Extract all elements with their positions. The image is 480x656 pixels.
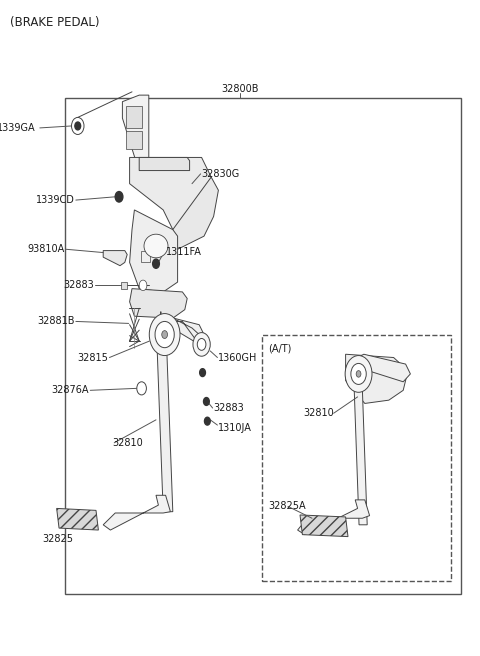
Polygon shape (130, 157, 211, 236)
Polygon shape (122, 95, 149, 164)
Circle shape (200, 369, 205, 377)
Circle shape (197, 338, 206, 350)
Polygon shape (173, 177, 218, 249)
Text: 1310JA: 1310JA (218, 422, 252, 433)
Text: (A/T): (A/T) (268, 344, 291, 354)
Polygon shape (358, 354, 410, 382)
Text: 32800B: 32800B (221, 83, 259, 94)
Text: 32810: 32810 (303, 408, 334, 419)
Text: 1360GH: 1360GH (218, 352, 258, 363)
Circle shape (204, 417, 210, 425)
Text: 32883: 32883 (63, 280, 94, 291)
Bar (262, 335, 451, 581)
Polygon shape (346, 354, 408, 403)
Text: 32825A: 32825A (268, 501, 305, 512)
Polygon shape (103, 495, 170, 530)
Bar (141, 251, 150, 262)
Text: 1339GA: 1339GA (0, 123, 36, 133)
Circle shape (72, 117, 84, 134)
Polygon shape (126, 106, 142, 128)
Bar (121, 282, 127, 289)
Text: 32883: 32883 (214, 403, 244, 413)
Polygon shape (156, 318, 173, 512)
Polygon shape (126, 131, 142, 149)
Text: 32810: 32810 (113, 438, 144, 448)
Polygon shape (130, 289, 187, 318)
Circle shape (139, 280, 147, 291)
Circle shape (356, 371, 361, 377)
Circle shape (345, 356, 372, 392)
Text: 1311FA: 1311FA (166, 247, 202, 257)
Text: 32830G: 32830G (202, 169, 240, 179)
Circle shape (204, 398, 209, 405)
Circle shape (193, 333, 210, 356)
Polygon shape (300, 515, 348, 537)
Circle shape (155, 321, 174, 348)
Polygon shape (354, 390, 367, 525)
Text: 32815: 32815 (77, 352, 108, 363)
Circle shape (351, 363, 366, 384)
Text: (BRAKE PEDAL): (BRAKE PEDAL) (10, 16, 99, 30)
Bar (65, 98, 461, 594)
Polygon shape (165, 318, 206, 348)
Text: 32825: 32825 (42, 534, 73, 544)
Circle shape (162, 331, 168, 338)
Ellipse shape (144, 234, 168, 258)
Text: 1339CD: 1339CD (36, 195, 74, 205)
Circle shape (75, 122, 81, 130)
Circle shape (137, 382, 146, 395)
Polygon shape (130, 210, 178, 292)
Text: 32881B: 32881B (37, 316, 74, 327)
Polygon shape (103, 251, 127, 266)
Circle shape (153, 259, 159, 268)
Text: 93810A: 93810A (27, 244, 65, 255)
Polygon shape (161, 312, 204, 344)
Polygon shape (298, 500, 370, 535)
Polygon shape (139, 157, 190, 171)
Polygon shape (57, 508, 98, 530)
Text: 32876A: 32876A (51, 385, 89, 396)
Circle shape (149, 314, 180, 356)
Circle shape (115, 192, 123, 202)
